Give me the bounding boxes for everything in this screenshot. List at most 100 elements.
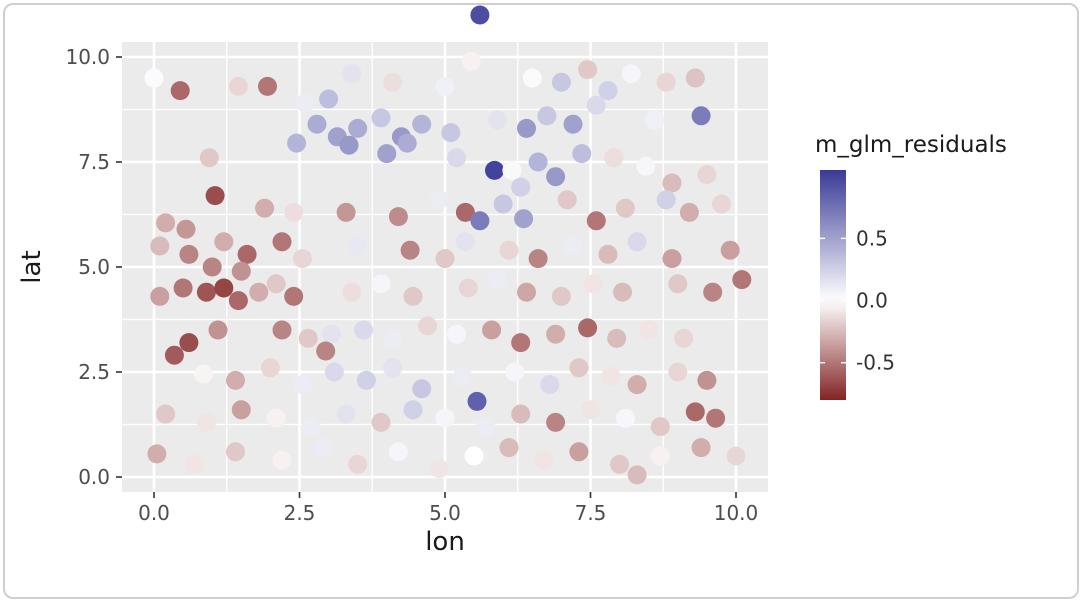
data-point xyxy=(467,391,487,411)
data-point xyxy=(563,236,583,256)
data-point xyxy=(435,408,455,428)
data-point xyxy=(272,320,292,340)
data-point xyxy=(455,202,475,222)
data-point xyxy=(199,148,219,168)
svg-text:10.0: 10.0 xyxy=(714,501,759,525)
data-point xyxy=(179,244,199,264)
data-point xyxy=(295,93,315,113)
legend-title: m_glm_residuals xyxy=(815,132,1007,158)
data-point xyxy=(697,165,717,185)
data-point xyxy=(383,328,403,348)
data-point xyxy=(284,286,304,306)
data-point xyxy=(231,400,251,420)
data-point xyxy=(464,446,484,466)
svg-text:10.0: 10.0 xyxy=(65,45,110,69)
data-point xyxy=(301,417,321,437)
data-point xyxy=(712,194,731,214)
data-point xyxy=(615,198,635,218)
data-point xyxy=(720,240,740,260)
data-point xyxy=(650,417,670,437)
data-point xyxy=(674,328,694,348)
data-point xyxy=(476,417,496,437)
data-point xyxy=(487,110,507,130)
svg-text:5.0: 5.0 xyxy=(429,501,461,525)
legend-tick-marks xyxy=(820,237,846,364)
data-point xyxy=(569,358,589,378)
data-point xyxy=(231,261,251,281)
svg-text:5.0: 5.0 xyxy=(78,255,110,279)
data-point xyxy=(196,282,216,302)
data-point xyxy=(354,320,373,340)
svg-text:2.5: 2.5 xyxy=(284,501,316,525)
data-point xyxy=(237,244,257,264)
data-point xyxy=(258,76,277,96)
data-point xyxy=(703,282,723,302)
data-point xyxy=(397,133,417,153)
data-point xyxy=(287,133,307,153)
data-point xyxy=(726,446,746,466)
svg-text:0.0: 0.0 xyxy=(856,289,888,313)
data-point xyxy=(412,114,432,134)
data-point xyxy=(249,282,269,302)
data-point xyxy=(514,209,534,229)
data-point xyxy=(569,442,589,462)
data-point xyxy=(511,177,531,197)
data-point xyxy=(447,148,467,168)
axis-tick-marks xyxy=(116,56,737,498)
data-point xyxy=(551,286,571,306)
data-point xyxy=(639,320,659,340)
data-point xyxy=(586,211,606,231)
data-point xyxy=(537,106,557,126)
data-point xyxy=(656,190,676,210)
data-point xyxy=(202,257,222,277)
data-point xyxy=(650,446,670,466)
svg-text:-0.5: -0.5 xyxy=(856,351,895,375)
data-point xyxy=(260,358,280,378)
data-point xyxy=(316,341,336,361)
data-point xyxy=(621,64,641,84)
data-point xyxy=(458,278,478,298)
data-point xyxy=(147,444,167,464)
data-point xyxy=(342,64,362,84)
svg-text:2.5: 2.5 xyxy=(78,360,110,384)
data-point xyxy=(196,412,216,432)
data-point xyxy=(453,366,472,386)
data-point xyxy=(601,366,621,386)
data-point xyxy=(383,72,403,92)
data-point xyxy=(226,370,245,390)
data-point xyxy=(627,465,647,485)
data-point xyxy=(615,408,635,428)
data-point xyxy=(517,118,536,138)
y-axis-title: lat xyxy=(17,250,47,283)
data-point xyxy=(668,362,688,382)
data-point xyxy=(470,211,490,231)
data-point xyxy=(185,454,205,474)
data-point xyxy=(388,442,408,462)
data-point xyxy=(435,76,455,96)
data-point xyxy=(706,408,726,428)
data-point xyxy=(356,370,376,390)
data-point xyxy=(668,274,688,294)
data-point xyxy=(604,148,624,168)
data-point xyxy=(403,286,423,306)
data-point xyxy=(266,274,286,294)
data-point xyxy=(662,249,682,269)
data-point xyxy=(679,202,699,222)
svg-text:0.0: 0.0 xyxy=(138,501,170,525)
data-point xyxy=(511,333,531,353)
data-point xyxy=(324,362,344,382)
data-point xyxy=(336,202,356,222)
data-point xyxy=(348,236,368,256)
data-point xyxy=(388,207,408,227)
data-point xyxy=(546,324,566,344)
data-point xyxy=(511,404,531,424)
svg-text:7.5: 7.5 xyxy=(78,150,110,174)
data-point xyxy=(557,190,577,210)
data-point xyxy=(156,404,176,424)
data-point xyxy=(685,68,705,88)
data-point xyxy=(284,202,304,222)
data-point xyxy=(697,370,717,390)
data-point xyxy=(255,198,275,218)
data-point xyxy=(348,454,368,474)
